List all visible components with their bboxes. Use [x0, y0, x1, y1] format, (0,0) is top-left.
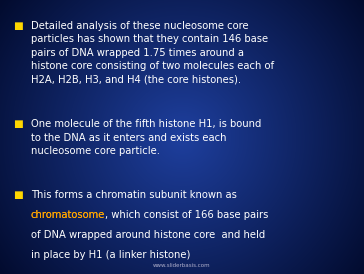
Text: in place by H1 (a linker histone): in place by H1 (a linker histone): [31, 250, 190, 260]
Text: , which consist of 166 base pairs: , which consist of 166 base pairs: [105, 210, 269, 220]
Text: chromatosome: chromatosome: [31, 210, 105, 220]
Text: www.sliderbasis.com: www.sliderbasis.com: [153, 263, 211, 268]
Text: ■: ■: [13, 119, 23, 129]
Text: of DNA wrapped around histone core  and held: of DNA wrapped around histone core and h…: [31, 230, 265, 240]
Text: chromatosome: chromatosome: [31, 210, 105, 220]
Text: This forms a chromatin subunit known as: This forms a chromatin subunit known as: [31, 190, 237, 200]
Text: ■: ■: [13, 21, 23, 30]
Text: Detailed analysis of these nucleosome core
particles has shown that they contain: Detailed analysis of these nucleosome co…: [31, 21, 274, 85]
Text: ■: ■: [13, 190, 23, 200]
Text: One molecule of the fifth histone H1, is bound
to the DNA as it enters and exist: One molecule of the fifth histone H1, is…: [31, 119, 261, 156]
